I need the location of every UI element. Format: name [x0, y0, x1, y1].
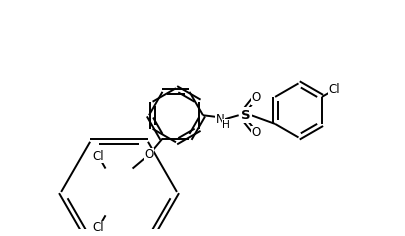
- Text: O: O: [252, 126, 261, 139]
- Text: Cl: Cl: [92, 149, 104, 163]
- Text: S: S: [241, 109, 250, 122]
- Text: O: O: [144, 148, 153, 161]
- Text: H: H: [222, 120, 230, 130]
- Text: Cl: Cl: [328, 83, 340, 96]
- Text: N: N: [216, 113, 225, 126]
- Text: O: O: [252, 91, 261, 104]
- Text: Cl: Cl: [92, 221, 104, 234]
